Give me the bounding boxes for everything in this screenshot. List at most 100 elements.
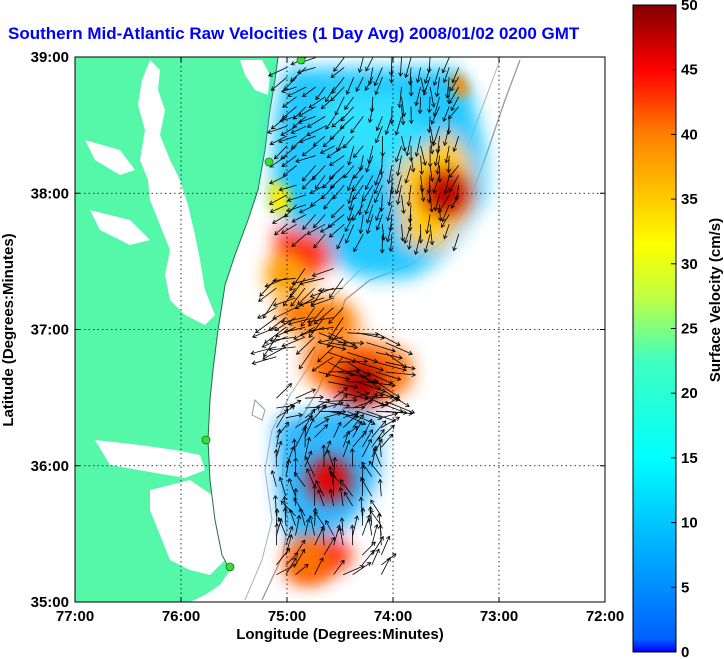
velocity-arrow bbox=[317, 346, 334, 363]
velocity-arrow bbox=[350, 116, 364, 134]
velocity-arrow bbox=[361, 549, 375, 566]
velocity-arrow bbox=[366, 214, 374, 235]
velocity-arrow bbox=[328, 332, 357, 347]
velocity-arrow bbox=[375, 381, 401, 398]
velocity-arrow bbox=[388, 234, 394, 253]
velocity-arrow bbox=[441, 57, 450, 74]
velocity-arrow bbox=[295, 155, 316, 163]
velocity-arrow bbox=[385, 342, 413, 356]
velocity-arrow bbox=[298, 346, 315, 370]
colorbar-tick-label: 10 bbox=[681, 515, 698, 532]
colorbar-tick-label: 25 bbox=[681, 321, 698, 338]
velocity-arrow bbox=[385, 224, 393, 243]
velocity-arrow bbox=[310, 297, 334, 308]
velocity-arrow bbox=[283, 287, 296, 307]
velocity-arrow bbox=[375, 214, 383, 231]
velocity-arrow bbox=[441, 204, 450, 223]
velocity-arrow bbox=[446, 155, 452, 174]
velocity-arrow bbox=[295, 563, 309, 576]
velocity-hotspot bbox=[286, 539, 331, 584]
velocity-arrow bbox=[280, 317, 306, 325]
colorbar-tick-label: 35 bbox=[681, 191, 698, 208]
velocity-arrow bbox=[318, 342, 347, 351]
chart-title: Southern Mid-Atlantic Raw Velocities (1 … bbox=[8, 24, 580, 43]
velocity-arrow bbox=[367, 145, 374, 164]
velocity-arrow bbox=[339, 517, 345, 536]
velocity-arrow bbox=[292, 106, 307, 120]
velocity-arrow bbox=[321, 444, 327, 467]
velocity-arrow bbox=[294, 297, 315, 310]
velocity-arrow bbox=[381, 224, 386, 241]
velocity-arrow bbox=[345, 224, 355, 244]
velocity-arrow bbox=[375, 371, 402, 381]
velocity-arrow bbox=[384, 116, 393, 135]
velocity-arrow bbox=[306, 317, 334, 324]
velocity-arrow bbox=[342, 425, 359, 438]
velocity-arrow bbox=[325, 86, 336, 103]
velocity-arrow bbox=[433, 145, 440, 167]
velocity-arrow bbox=[352, 391, 370, 399]
velocity-arrow bbox=[328, 223, 345, 238]
velocity-arrow bbox=[298, 106, 316, 117]
velocity-arrow bbox=[339, 479, 354, 497]
velocity-arrow bbox=[419, 155, 425, 175]
velocity-arrow bbox=[304, 394, 324, 400]
velocity-hotspot bbox=[307, 457, 352, 502]
velocity-arrow bbox=[374, 126, 383, 144]
velocity-arrow bbox=[361, 418, 373, 438]
velocity-arrow bbox=[276, 440, 283, 458]
velocity-arrow bbox=[318, 401, 351, 408]
velocity-arrow bbox=[273, 448, 279, 467]
velocity-arrow bbox=[422, 77, 431, 96]
colorbar-tick-label: 15 bbox=[681, 450, 698, 467]
velocity-arrow bbox=[328, 488, 334, 507]
velocity-arrow bbox=[369, 509, 382, 526]
velocity-arrow bbox=[333, 393, 348, 409]
velocity-arrow bbox=[388, 57, 394, 76]
velocity-arrow bbox=[352, 414, 364, 428]
velocity-arrow bbox=[353, 233, 364, 253]
x-tick-label: 75:00 bbox=[268, 608, 306, 625]
velocity-arrow bbox=[340, 106, 355, 122]
velocity-arrow bbox=[443, 224, 450, 240]
velocity-arrow bbox=[313, 233, 326, 249]
velocity-arrow bbox=[295, 388, 317, 399]
velocity-arrow bbox=[269, 336, 296, 343]
velocity-arrow bbox=[282, 495, 288, 516]
velocity-arrow bbox=[326, 449, 334, 467]
velocity-arrow bbox=[336, 233, 345, 250]
velocity-arrow bbox=[375, 361, 407, 372]
x-tick-label: 72:00 bbox=[586, 608, 624, 625]
velocity-arrow bbox=[281, 155, 297, 167]
velocity-arrow bbox=[257, 307, 277, 319]
velocity-arrow bbox=[295, 539, 306, 556]
velocity-arrow bbox=[364, 175, 374, 191]
velocity-arrow bbox=[368, 460, 382, 477]
velocity-arrow bbox=[379, 194, 384, 213]
velocity-arrow bbox=[375, 401, 404, 413]
velocity-arrow bbox=[401, 135, 407, 152]
velocity-arrow bbox=[290, 287, 306, 307]
velocity-arrow bbox=[343, 491, 354, 507]
colorbar-tick-label: 40 bbox=[681, 126, 698, 143]
velocity-arrow bbox=[373, 184, 383, 204]
velocity-arrow bbox=[314, 418, 330, 428]
velocity-arrow bbox=[398, 57, 404, 77]
velocity-arrow bbox=[295, 548, 306, 566]
radar-site bbox=[264, 157, 274, 167]
velocity-arrow bbox=[380, 135, 386, 157]
velocity-arrow bbox=[272, 307, 296, 320]
velocity-arrow bbox=[347, 145, 355, 166]
velocity-arrow bbox=[381, 412, 399, 419]
velocity-arrow bbox=[360, 477, 373, 497]
velocity-arrow bbox=[404, 165, 412, 184]
velocity-arrow bbox=[278, 184, 297, 192]
velocity-arrow bbox=[349, 448, 355, 467]
velocity-arrow bbox=[298, 135, 316, 144]
velocity-arrow bbox=[408, 106, 414, 125]
velocity-arrow bbox=[329, 278, 344, 299]
velocity-arrow bbox=[366, 342, 396, 353]
velocity-arrow bbox=[281, 86, 297, 94]
velocity-arrow bbox=[388, 214, 394, 232]
velocity-arrow bbox=[329, 471, 344, 487]
